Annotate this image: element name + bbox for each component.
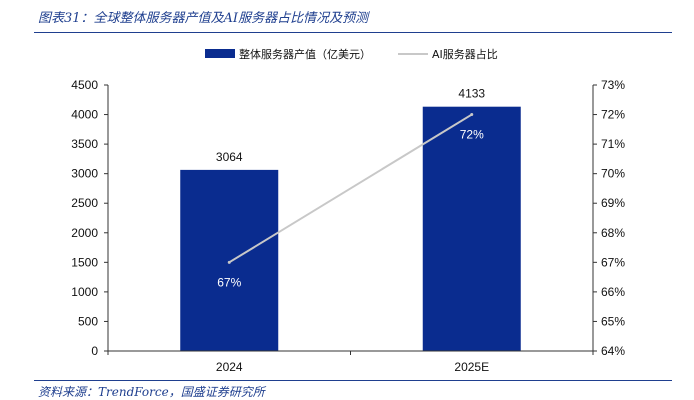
figure-source: 资料来源：TrendForce，国盛证券研究所 bbox=[38, 385, 265, 399]
y-right-tick-label: 64% bbox=[601, 344, 625, 358]
y-right-tick-label: 69% bbox=[601, 196, 625, 210]
y-left-tick-label: 4500 bbox=[71, 78, 98, 92]
line-value-label: 72% bbox=[460, 128, 484, 142]
y-right-tick-label: 70% bbox=[601, 167, 625, 181]
y-right-tick-label: 68% bbox=[601, 226, 625, 240]
bar-value-label: 3064 bbox=[216, 150, 243, 164]
legend: 整体服务器产值（亿美元） AI服务器占比 bbox=[205, 47, 498, 61]
source-rule bbox=[34, 380, 672, 381]
y-left-tick-label: 2000 bbox=[71, 226, 98, 240]
bars bbox=[180, 106, 521, 351]
y-right-tick-label: 73% bbox=[601, 78, 625, 92]
axes: 0 500 1000 1500 2000 2500 3000 3500 4000 4500 64% 6… bbox=[71, 78, 625, 374]
y-right-tick-label: 66% bbox=[601, 285, 625, 299]
y-right-tick-label: 71% bbox=[601, 137, 625, 151]
y-right-tick-label: 72% bbox=[601, 108, 625, 122]
data-labels: 3064 4133 67% 72% bbox=[216, 87, 486, 290]
bar-value-label: 4133 bbox=[458, 87, 485, 101]
legend-label-line: AI服务器占比 bbox=[432, 47, 498, 61]
y-right-tick-label: 67% bbox=[601, 255, 625, 269]
line-value-label: 67% bbox=[217, 275, 241, 289]
y-left-tick-label: 2500 bbox=[71, 196, 98, 210]
legend-label-bar: 整体服务器产值（亿美元） bbox=[239, 47, 371, 61]
y-left-tick-label: 3000 bbox=[71, 167, 98, 181]
y-left-tick-label: 1000 bbox=[71, 285, 98, 299]
bar bbox=[180, 169, 279, 351]
y-left-tick-label: 1500 bbox=[71, 255, 98, 269]
title-rule bbox=[34, 32, 672, 33]
y-left-tick-label: 0 bbox=[91, 344, 98, 358]
line-series bbox=[227, 113, 474, 264]
y-left-tick-label: 500 bbox=[78, 314, 98, 328]
y-left-tick-label: 3500 bbox=[71, 137, 98, 151]
line-path bbox=[228, 113, 473, 264]
line-point bbox=[470, 113, 474, 117]
legend-swatch-bar bbox=[205, 49, 235, 58]
y-left-tick-label: 4000 bbox=[71, 108, 98, 122]
line-point bbox=[227, 260, 231, 264]
bar bbox=[422, 106, 521, 351]
y-right-tick-label: 65% bbox=[601, 314, 625, 328]
x-tick-label: 2024 bbox=[216, 360, 243, 374]
figure-title: 图表31：全球整体服务器产值及AI服务器占比情况及预测 bbox=[38, 11, 369, 26]
x-tick-label: 2025E bbox=[454, 360, 489, 374]
